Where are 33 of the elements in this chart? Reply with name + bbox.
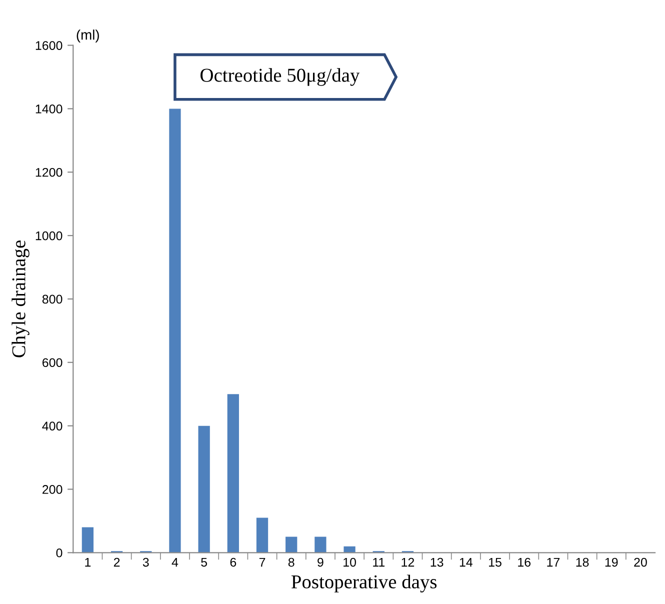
y-axis-title: Chyle drainage	[12, 240, 30, 358]
x-tick-label: 13	[430, 558, 444, 567]
x-tick-label: 12	[402, 558, 414, 567]
y-tick-label: 0	[56, 548, 62, 558]
y-tick-label: 1000	[36, 231, 62, 240]
x-tick-label: 19	[605, 558, 618, 567]
x-tick-label: 15	[489, 558, 502, 567]
x-tick-label: 10	[344, 558, 356, 567]
x-tick-label: 9	[318, 558, 324, 567]
x-tick-label: 1	[85, 558, 91, 567]
x-tick-label: 18	[576, 558, 589, 567]
x-tick-label: 11	[373, 558, 385, 567]
y-tick-label: 1600	[36, 41, 62, 50]
y-tick-label: 600	[42, 358, 62, 368]
x-tick-label: 7	[259, 558, 266, 567]
x-tick-label: 8	[288, 558, 294, 567]
x-tick-label: 3	[142, 558, 149, 567]
x-axis-title: Postoperative days	[291, 574, 437, 592]
x-tick-label: 6	[230, 558, 236, 567]
x-tick-label: 16	[518, 558, 531, 567]
x-tick-label: 2	[114, 558, 120, 567]
x-tick-label: 20	[634, 558, 647, 567]
x-tick-label: 14	[460, 558, 472, 567]
y-tick-label: 800	[42, 294, 62, 304]
annotation: Octreotide 50μg/day	[200, 68, 360, 86]
text: (ml)	[76, 30, 99, 43]
x-tick-label: 17	[547, 558, 560, 567]
x-tick-label: 5	[201, 558, 208, 567]
y-tick-label: 1200	[36, 168, 62, 177]
y-tick-label: 1400	[36, 104, 62, 114]
y-tick-label: 400	[42, 422, 62, 430]
x-tick-label: 4	[172, 558, 178, 567]
y-tick-label: 200	[42, 485, 62, 494]
